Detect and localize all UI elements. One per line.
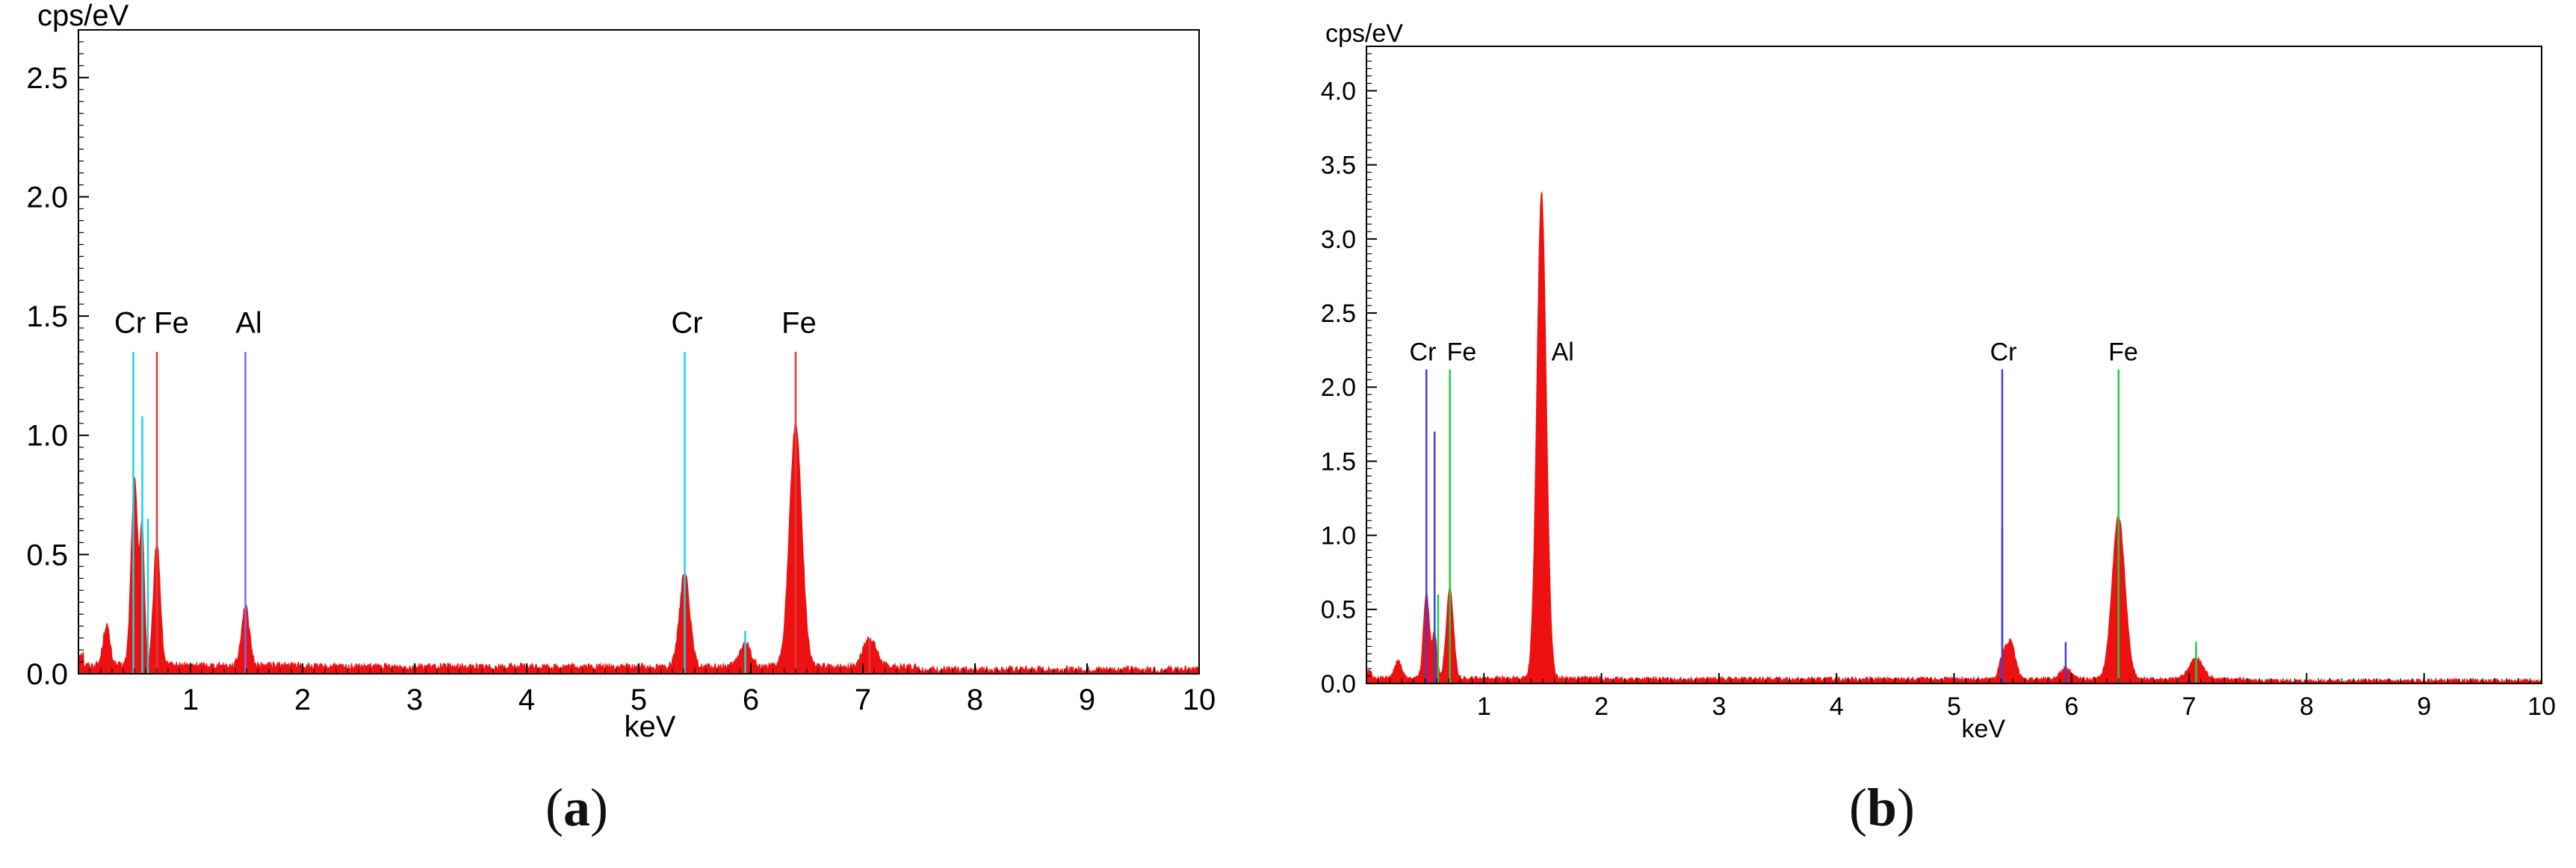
y-tick-label: 1.5 (1321, 447, 1356, 476)
x-tick-label: 10 (1183, 683, 1216, 716)
y-axis-label: cps/eV (37, 0, 129, 32)
x-tick-label: 2 (294, 683, 311, 716)
panel-caption-a: (a) (545, 778, 608, 837)
x-tick-label: 4 (518, 683, 535, 716)
element-label: Cr (114, 306, 146, 339)
x-tick-label: 3 (1712, 692, 1726, 721)
x-tick-label: 4 (1830, 692, 1844, 721)
y-tick-label: 0.5 (26, 539, 68, 571)
element-label: Al (235, 306, 262, 339)
x-tick-label: 8 (2300, 692, 2314, 721)
y-tick-label: 2.5 (1321, 300, 1356, 328)
element-label: Al (1552, 338, 1574, 367)
x-tick-label: 8 (967, 683, 983, 716)
x-tick-label: 5 (631, 683, 647, 716)
element-label: Cr (1990, 338, 2017, 367)
x-tick-label: 10 (2527, 692, 2556, 721)
element-label: Fe (154, 306, 189, 339)
element-label: Fe (1447, 338, 1477, 367)
x-tick-label: 9 (2417, 692, 2431, 721)
y-tick-label: 3.0 (1321, 226, 1356, 254)
x-tick-label: 3 (406, 683, 423, 716)
y-axis-label: cps/eV (1325, 19, 1403, 48)
chart-panel-a: Cr Fe Al Cr Fe 0.0 0.5 1.0 1.5 2.0 2.5 1 2 3 4 5 6 7 8 9 10 k… (26, 0, 1216, 743)
x-tick-label: 1 (1477, 692, 1491, 721)
y-tick-label: 2.0 (1321, 373, 1356, 402)
y-tick-label: 0.0 (26, 658, 68, 691)
x-tick-label: 7 (2182, 692, 2196, 721)
y-tick-label: 0.5 (1321, 596, 1356, 624)
x-tick-label: 5 (1947, 692, 1961, 721)
x-tick-label: 1 (182, 683, 199, 716)
element-label: Cr (671, 306, 702, 339)
element-label: Fe (2108, 338, 2138, 367)
panel-label-b: b (1866, 778, 1898, 837)
spectrum-area (78, 422, 1200, 675)
element-label: Fe (781, 306, 817, 339)
y-tick-label: 1.0 (26, 420, 68, 453)
x-tick-label: 7 (855, 683, 871, 716)
spectrum-area (1366, 190, 2542, 685)
eds-spectrum-chart-a: Cr Fe Al Cr Fe0.00.51.01.52.02.51 2 3 4 5 6 7 8 9 10k… (26, 0, 1216, 743)
y-tick-label: 2.5 (26, 62, 68, 95)
x-tick-label: 2 (1594, 692, 1609, 721)
y-tick-label: 3.5 (1321, 152, 1356, 180)
y-tick-label: 4.0 (1321, 77, 1356, 105)
panel-label-a: a (563, 778, 590, 837)
x-tick-label: 6 (2064, 692, 2078, 721)
y-tick-label: 1.5 (26, 300, 68, 333)
x-tick-label: 6 (743, 683, 759, 716)
y-tick-label: 2.0 (26, 181, 68, 214)
y-tick-label: 1.0 (1321, 522, 1356, 551)
element-label: Cr (1410, 338, 1437, 367)
chart-panel-b: Cr Fe Al Cr Fe 0.0 0.5 1.0 1.5 2.0 2.5 3.0 3.5 4.0 1 2 3… (1288, 0, 2576, 868)
y-tick-label: 0.0 (1321, 670, 1356, 698)
x-tick-label: 9 (1079, 683, 1095, 716)
panel-caption-b: (b) (1849, 778, 1916, 837)
x-axis-label: keV (1962, 715, 2006, 743)
plot-frame (78, 29, 1200, 675)
x-axis-label: keV (625, 710, 676, 743)
eds-spectrum-chart-b: Cr Fe Al Cr Fe 0.0 0.5 1.0 1.5 2.0 2.5 3.0 3.5 4.0 1 2 3… (1321, 19, 2556, 743)
